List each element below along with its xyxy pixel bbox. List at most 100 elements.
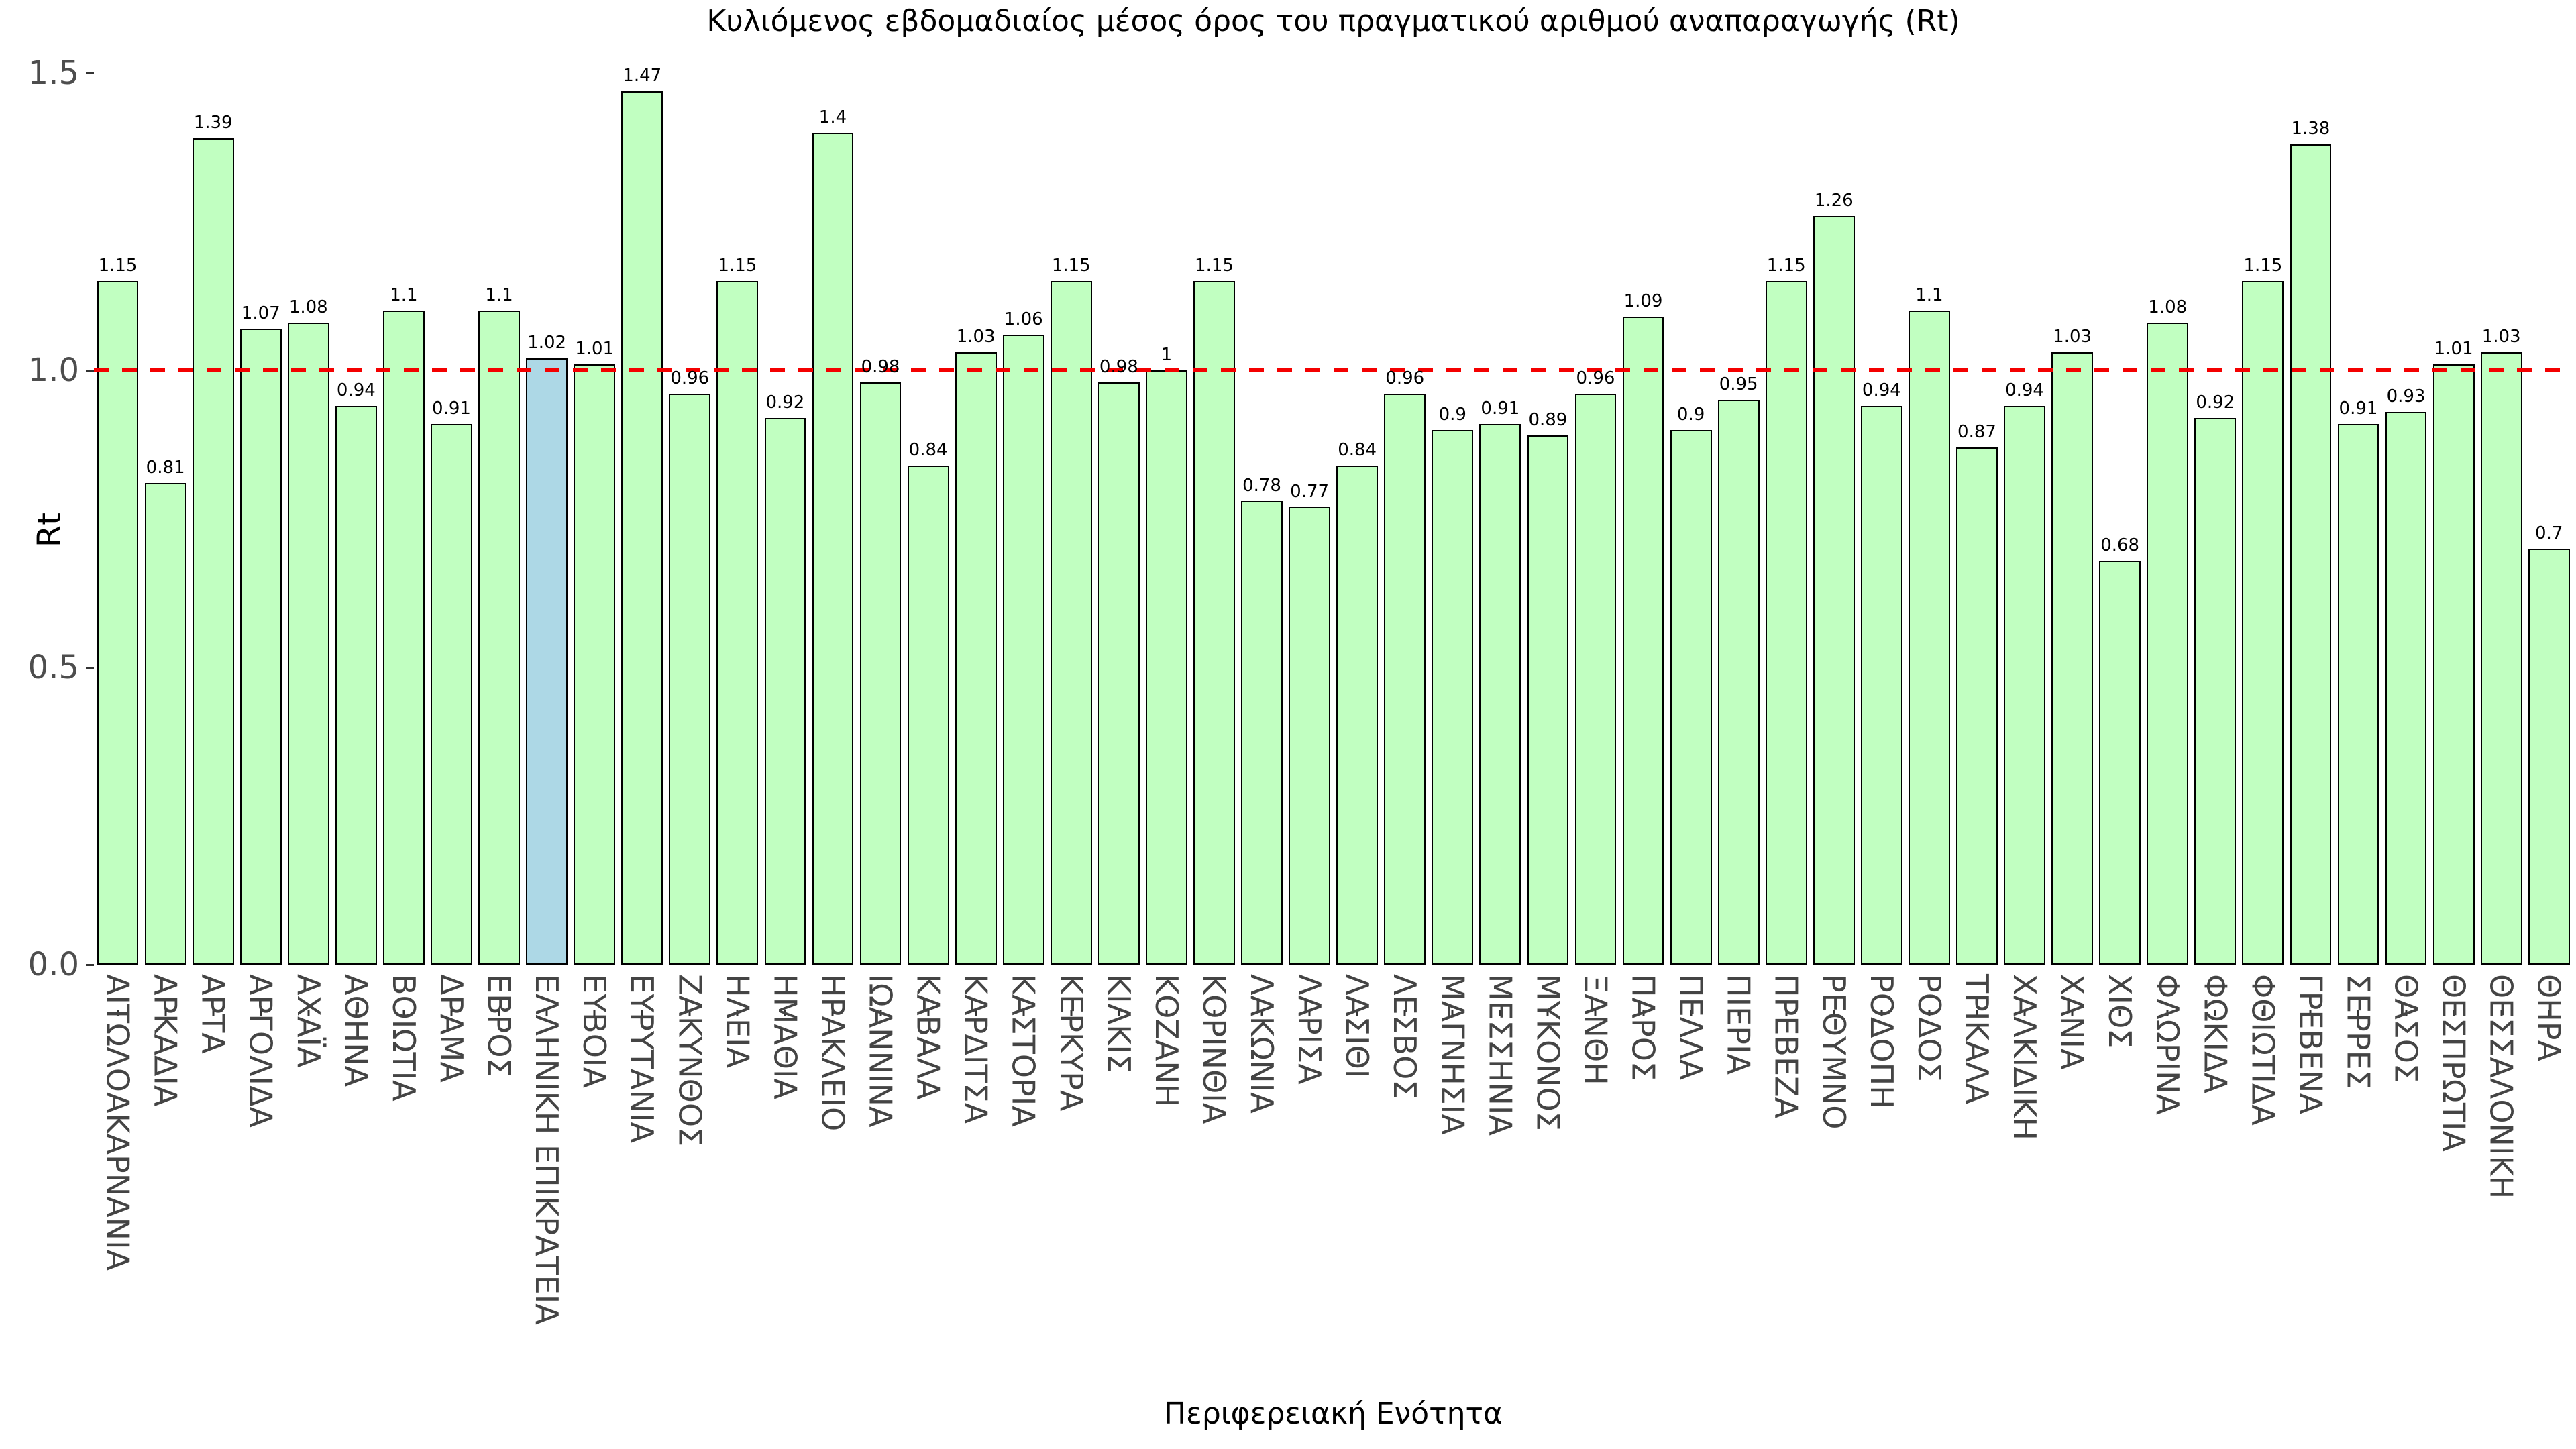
bar [1384, 394, 1426, 965]
bars-container: 1.15 0.81 1.39 1.07 1.08 0.94 1.1 0.91 1.1 1.02 1.… [94, 47, 2573, 965]
x-tick-cell [904, 1008, 952, 1016]
x-axis-category-label: ΗΛΕΙΑ [719, 974, 756, 1069]
bar-slot: 1.03 [2477, 47, 2525, 965]
x-label-slot: ΛΑΡΙΣΑ [1286, 974, 1334, 1390]
x-axis-category-label: ΕΥΒΟΙΑ [576, 974, 613, 1088]
x-tick-mark [2357, 1010, 2359, 1016]
x-label-slot: ΧΑΛΚΙΔΙΚΗ [2001, 974, 2049, 1390]
bar-slot: 0.96 [1572, 47, 1619, 965]
bar-slot: 0.78 [1238, 47, 1286, 965]
bar [859, 382, 902, 965]
x-label-slot: ΣΕΡΡΕΣ [2334, 974, 2382, 1390]
x-tick-cell [1095, 1008, 1142, 1016]
x-tick-mark [2548, 1010, 2551, 1016]
bar [1241, 500, 1283, 965]
x-tick-mark [450, 1010, 453, 1016]
bar-slot: 0.84 [1334, 47, 1381, 965]
bar [1146, 370, 1187, 965]
bar [907, 465, 949, 965]
bar-slot: 1.08 [284, 47, 332, 965]
x-tick-mark [1737, 1010, 1740, 1016]
x-tick-mark [2500, 1010, 2503, 1016]
x-axis-category-label: ΚΟΡΙΝΘΙΑ [1195, 974, 1232, 1124]
bar-value-label: 1.47 [623, 65, 662, 86]
bar-value-label: 0.92 [765, 392, 805, 413]
x-tick-cell [1619, 1008, 1667, 1016]
x-label-slot: ΚΙΛΚΙΣ [1095, 974, 1142, 1390]
x-label-slot: ΑΡΓΟΛΙΔΑ [237, 974, 284, 1390]
bar-value-label: 0.94 [336, 380, 376, 401]
bar-value-label: 1 [1161, 345, 1173, 365]
x-tick-mark [831, 1010, 834, 1016]
x-tick-cell [1286, 1008, 1334, 1016]
bar-slot: 0.96 [666, 47, 714, 965]
x-label-slot: ΙΩΑΝΝΙΝΑ [857, 974, 904, 1390]
bar [1670, 429, 1712, 965]
x-tick-mark [1070, 1010, 1073, 1016]
x-tick-cell [1810, 1008, 1858, 1016]
bar-value-label: 1.15 [1195, 256, 1234, 276]
x-label-slot: ΒΟΙΩΤΙΑ [380, 974, 427, 1390]
bar [1289, 506, 1330, 965]
y-tick-mark [86, 72, 94, 74]
x-axis-category-label: ΔΡΑΜΑ [433, 974, 470, 1083]
bar [478, 311, 520, 965]
x-tick-mark [164, 1010, 167, 1016]
x-tick-mark [1690, 1010, 1693, 1016]
x-tick-cell [1477, 1008, 1524, 1016]
bar-slot: 0.9 [1667, 47, 1715, 965]
x-tick-cell [619, 1008, 666, 1016]
bar [383, 311, 425, 965]
bar-slot: 0.87 [1953, 47, 2000, 965]
x-tick-cell [2430, 1008, 2477, 1016]
y-tick-label: 1.5 [28, 54, 79, 92]
x-axis-category-label: ΑΧΑΪΑ [290, 974, 327, 1068]
bar-slot: 0.92 [2192, 47, 2239, 965]
bar [955, 352, 997, 965]
x-axis-category-label: ΜΑΓΝΗΣΙΑ [1434, 974, 1471, 1135]
x-axis-category-label: ΘΑΣΟΣ [2387, 974, 2424, 1083]
bar-slot: 1.03 [952, 47, 1000, 965]
x-tick-mark [2214, 1010, 2216, 1016]
bar-slot: 0.91 [427, 47, 475, 965]
x-axis-category-label: ΡΕΘΥΜΝΟ [1815, 974, 1852, 1130]
x-tick-cell [427, 1008, 475, 1016]
bar [621, 91, 663, 965]
bar [1336, 465, 1379, 965]
x-label-slot: ΑΧΑΪΑ [284, 974, 332, 1390]
x-tick-cell [1524, 1008, 1572, 1016]
x-tick-mark [1594, 1010, 1597, 1016]
x-tick-mark [1546, 1010, 1549, 1016]
x-tick-cell [237, 1008, 284, 1016]
bar [192, 138, 234, 965]
bar-value-label: 1.07 [241, 303, 280, 323]
x-axis-category-label: ΜΕΣΣΗΝΙΑ [1482, 974, 1519, 1136]
bar-value-label: 1.39 [193, 113, 233, 133]
bar [1622, 317, 1664, 965]
x-label-slot: ΠΕΛΛΑ [1667, 974, 1715, 1390]
x-axis-category-label: ΦΛΩΡΙΝΑ [2149, 974, 2186, 1116]
x-axis-category-label: ΘΕΣΣΑΛΟΝΙΚΗ [2483, 974, 2520, 1199]
x-label-slot: ΞΑΝΘΗ [1572, 974, 1619, 1390]
bar [97, 281, 139, 965]
bar-slot: 0.92 [761, 47, 809, 965]
bar-slot: 0.91 [2334, 47, 2382, 965]
x-axis-category-label: ΡΟΔΟΠΗ [1863, 974, 1900, 1109]
x-tick-mark [355, 1010, 358, 1016]
x-label-slot: ΚΟΖΑΝΗ [1142, 974, 1190, 1390]
x-tick-cell [761, 1008, 809, 1016]
bar [1574, 394, 1617, 965]
x-tick-mark [784, 1010, 786, 1016]
x-tick-mark [879, 1010, 882, 1016]
bar [764, 417, 806, 965]
bar-value-label: 1.15 [1766, 256, 1806, 276]
x-axis-category-label: ΑΡΓΟΛΙΔΑ [242, 974, 279, 1128]
bar-value-label: 0.91 [432, 398, 471, 419]
x-tick-cell [189, 1008, 237, 1016]
bar-slot: 0.94 [332, 47, 380, 965]
bar-value-label: 0.78 [1242, 475, 1281, 496]
x-tick-mark [545, 1010, 548, 1016]
x-axis-category-label: ΧΑΝΙΑ [2054, 974, 2091, 1070]
bar-slot: 0.89 [1524, 47, 1572, 965]
x-axis-category-label: ΚΑΣΤΟΡΙΑ [1005, 974, 1042, 1127]
